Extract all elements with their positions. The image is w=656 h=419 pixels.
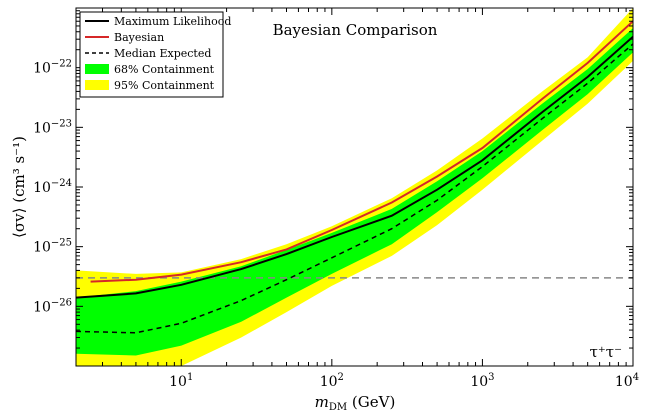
y-axis-label: ⟨σv⟩ (cm³ s⁻¹) — [10, 136, 28, 238]
x-tick-label: 102 — [320, 372, 344, 390]
x-tick-label: 103 — [470, 372, 494, 390]
legend-swatch — [85, 64, 109, 74]
legend-label: Maximum Likelihood — [114, 15, 231, 28]
series-bayesian — [90, 20, 633, 283]
series-maximum-likelihood — [76, 35, 633, 299]
x-axis-label-unit: (GeV) — [347, 393, 395, 411]
channel-annotation: τ⁺τ⁻ — [590, 343, 622, 361]
x-axis-label-symbol: m — [315, 393, 329, 411]
x-axis-label-subscript: DM — [329, 402, 347, 413]
chart-title: Bayesian Comparison — [273, 21, 438, 39]
y-tick-label: 10−26 — [33, 297, 72, 315]
x-tick-label: 101 — [169, 372, 193, 390]
legend-swatch — [85, 80, 109, 90]
legend-label: Bayesian — [114, 31, 164, 44]
x-axis-label: mDM (GeV) — [315, 393, 396, 413]
y-tick-label: 10−24 — [33, 178, 72, 196]
x-tick-label: 104 — [615, 372, 639, 390]
legend-label: Median Expected — [114, 47, 211, 60]
y-tick-label: 10−22 — [33, 59, 72, 77]
band-68-containment — [76, 28, 633, 356]
axis-ticks: 101 102 103 104 10−26 10−25 10−24 10−23 10−22 — [33, 8, 639, 390]
legend-label: 68% Containment — [114, 63, 215, 76]
y-tick-label: 10−23 — [33, 118, 72, 136]
series-median-expected — [76, 43, 633, 334]
legend: Maximum Likelihood Bayesian Median Expecte… — [79, 11, 231, 98]
legend-label: 95% Containment — [114, 79, 215, 92]
y-tick-label: 10−25 — [33, 238, 72, 256]
series-lines — [76, 20, 633, 334]
